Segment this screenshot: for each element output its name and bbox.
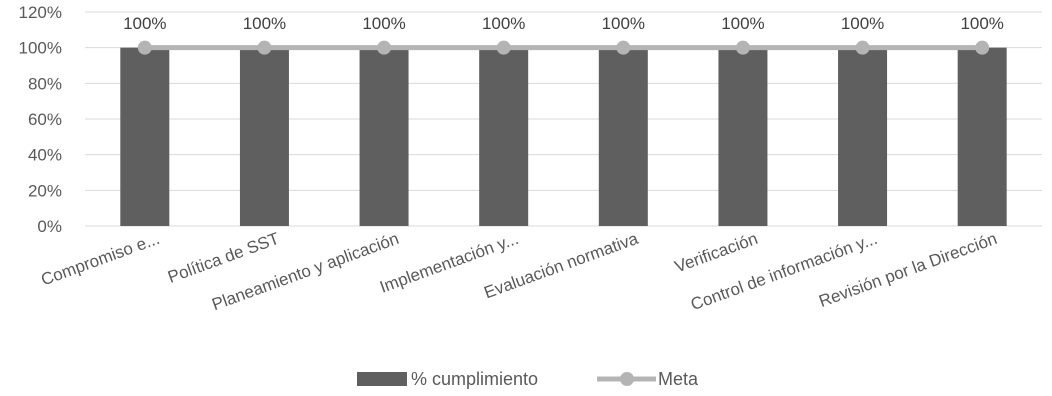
legend-label-meta: Meta: [658, 369, 699, 389]
bar: [120, 47, 170, 226]
data-label: 100%: [841, 14, 884, 33]
meta-marker: [735, 40, 750, 55]
legend-swatch-meta-marker: [620, 372, 634, 386]
meta-marker: [377, 40, 392, 55]
bar: [957, 47, 1007, 226]
data-label: 100%: [123, 14, 166, 33]
meta-marker: [496, 40, 511, 55]
data-label: 100%: [721, 14, 764, 33]
bar: [239, 47, 289, 226]
bar: [359, 47, 409, 226]
legend: % cumplimiento Meta: [357, 369, 699, 389]
data-label: 100%: [243, 14, 286, 33]
meta-marker: [137, 40, 152, 55]
data-labels: 100% 100% 100% 100% 100% 100% 100% 100%: [123, 14, 1004, 33]
gridlines: [85, 11, 1042, 227]
legend-label-cumplimiento: % cumplimiento: [411, 369, 538, 389]
meta-marker: [855, 40, 870, 55]
data-label: 100%: [482, 14, 525, 33]
meta-marker: [975, 40, 990, 55]
y-tick-label: 0%: [37, 217, 62, 236]
bar-series: [120, 47, 1007, 226]
y-tick-label: 40%: [28, 146, 62, 165]
bar: [718, 47, 768, 226]
y-tick-label: 80%: [28, 74, 62, 93]
bar: [479, 47, 529, 226]
y-tick-label: 100%: [19, 39, 62, 58]
meta-marker: [257, 40, 272, 55]
category-label: Compromiso e...: [38, 229, 162, 290]
bar: [598, 47, 648, 226]
meta-line-series: [137, 40, 990, 55]
y-tick-label: 120%: [19, 3, 62, 22]
x-axis: Compromiso e... Política de SSTPlaneamien…: [38, 229, 999, 315]
y-axis: 0% 20% 40% 60% 80% 100% 120%: [19, 3, 62, 236]
data-label: 100%: [362, 14, 405, 33]
category-label: Verificación: [672, 229, 760, 277]
data-label: 100%: [960, 14, 1003, 33]
legend-swatch-cumplimiento: [357, 372, 407, 386]
y-tick-label: 60%: [28, 110, 62, 129]
y-tick-label: 20%: [28, 181, 62, 200]
meta-marker: [616, 40, 631, 55]
bar: [838, 47, 888, 226]
data-label: 100%: [602, 14, 645, 33]
